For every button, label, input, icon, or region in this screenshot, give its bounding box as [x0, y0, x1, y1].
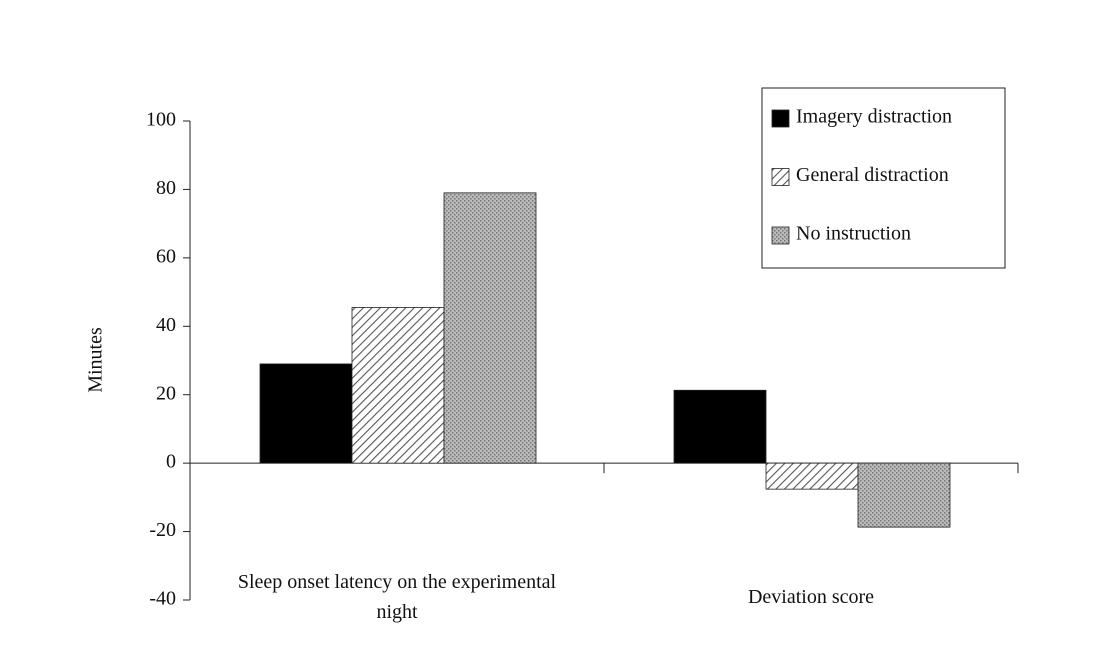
y-tick-label: 20 — [156, 382, 176, 404]
bar — [765, 462, 859, 490]
bar — [259, 363, 353, 464]
legend-swatch — [771, 226, 790, 245]
y-tick-label: 40 — [156, 314, 176, 336]
bar — [443, 192, 537, 464]
y-tick-label: 0 — [166, 451, 176, 473]
y-axis-label: Minutes — [85, 327, 107, 393]
legend-swatch — [771, 168, 790, 186]
bar — [351, 307, 445, 464]
y-tick-label: 80 — [156, 177, 176, 199]
legend-box — [761, 87, 1006, 269]
x-tick-label: Sleep onset latency on the experimental … — [237, 571, 557, 623]
bar — [673, 389, 767, 464]
bar — [857, 462, 951, 528]
y-tick-label: 60 — [156, 245, 176, 267]
legend-label: General distraction — [796, 164, 949, 186]
y-tick-label: 100 — [146, 109, 176, 131]
x-tick-label: Deviation score — [747, 586, 875, 608]
y-tick-label: -20 — [149, 519, 176, 541]
legend-label: Imagery distraction — [796, 106, 952, 128]
legend-label: No instruction — [796, 223, 911, 245]
y-tick-label: -40 — [149, 588, 176, 610]
legend-swatch — [771, 109, 790, 128]
